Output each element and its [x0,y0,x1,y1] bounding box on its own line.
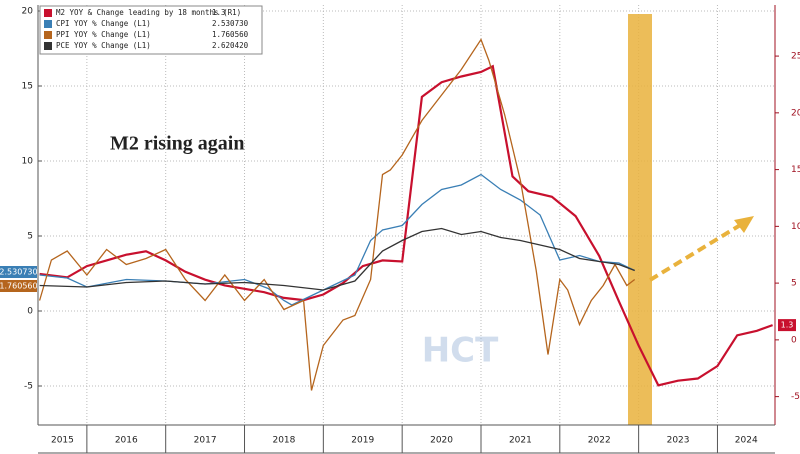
trend-arrow [648,222,744,282]
legend-value: 1.3 [212,8,226,17]
series-line [39,227,635,291]
y-tick-label: 10 [22,157,34,167]
x-tick-label: 2018 [272,436,295,446]
value-tag [0,266,37,278]
x-tick-label: 2022 [588,436,611,446]
y-tick-label: 5 [27,232,33,242]
value-tag [778,319,796,332]
y2-tick-label: 15 [791,165,800,175]
legend-label: M2 YOY & Change leading by 18 months (R1… [56,8,241,17]
legend-label: PCE YOY % Change (L1) [56,41,151,50]
arrow-head [734,216,754,233]
series-line [39,64,773,387]
watermark: HCT [422,331,499,371]
legend-value: 2.620420 [212,41,249,50]
x-tick-label: 2017 [194,436,217,446]
highlight-band [628,14,652,425]
x-tick-label: 2015 [51,436,74,446]
y2-tick-label: 0 [791,335,797,345]
x-tick-label: 2020 [430,436,453,446]
value-tag [0,280,37,292]
legend-label: CPI YOY % Change (L1) [56,19,151,28]
legend-swatch [44,42,52,50]
annotation: M2 rising again [110,133,244,155]
y-tick-label: 0 [27,307,33,317]
y-tick-label: -5 [24,382,33,392]
value-tag-label: 1.3 [781,321,794,330]
y2-tick-label: 20 [791,108,800,118]
x-tick-label: 2019 [351,436,374,446]
value-tag-label: 1.760560 [0,282,38,291]
y-tick-label: 15 [22,82,33,92]
x-tick-label: 2016 [115,436,138,446]
legend-swatch [44,9,52,17]
y2-tick-label: 25 [791,52,800,62]
series-line [38,38,636,391]
x-tick-label: 2021 [509,436,532,446]
x-tick-label: 2023 [667,436,690,446]
legend-swatch [44,31,52,39]
legend-value: 2.530730 [212,19,249,28]
legend-value: 1.760560 [212,30,249,39]
y2-tick-label: 5 [791,279,797,289]
legend-swatch [44,20,52,28]
y-tick-label: 20 [22,7,34,17]
x-tick-label: 2024 [735,436,758,446]
value-tag-label: 2.530730 [0,268,38,277]
y2-tick-label: -5 [791,392,800,402]
legend-label: PPI YOY % Change (L1) [56,30,151,39]
legend-box [39,5,263,55]
y2-tick-label: 10 [791,222,800,232]
